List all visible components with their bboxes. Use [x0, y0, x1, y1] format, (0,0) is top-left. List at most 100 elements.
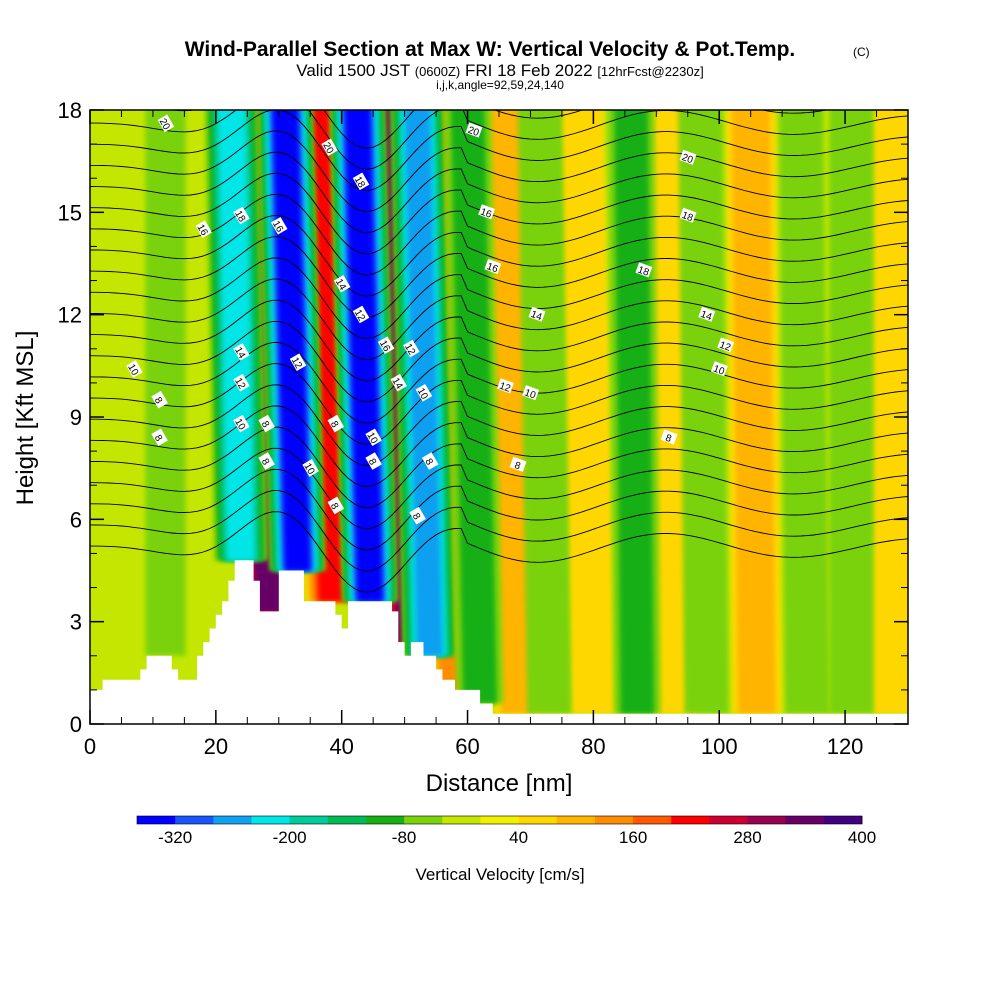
- valid-utc: (0600Z): [415, 64, 461, 79]
- theta-contour-line: [90, 110, 908, 191]
- theta-label-text: 12: [232, 376, 247, 392]
- theta-label-text: 8: [410, 511, 423, 522]
- theta-contour-label: 16: [194, 220, 212, 239]
- theta-label-text: 12: [718, 340, 733, 354]
- colorbar-swatch: [747, 816, 787, 824]
- theta-contours: [90, 110, 908, 593]
- theta-label-bg: [465, 122, 483, 138]
- theta-label-text: 10: [125, 362, 140, 378]
- theta-label-bg: [679, 207, 697, 223]
- colorbar-swatch: [480, 816, 519, 824]
- theta-contour-label: 12: [497, 378, 514, 395]
- theta-contour-line: [90, 278, 908, 361]
- theta-label-bg: [377, 336, 395, 354]
- theta-label-bg: [352, 172, 370, 191]
- theta-label-text: 18: [352, 175, 367, 191]
- theta-label-text: 10: [523, 387, 538, 401]
- colorbar-swatch: [442, 816, 481, 824]
- theta-contour-line: [90, 320, 908, 403]
- y-tick-label: 0: [70, 712, 82, 737]
- x-tick-label: 20: [204, 734, 228, 759]
- theta-label-bg: [333, 274, 351, 293]
- theta-label-text: 10: [232, 417, 247, 433]
- theta-label-bg: [233, 343, 250, 361]
- theta-label-bg: [151, 390, 168, 409]
- theta-contour-label: 20: [465, 122, 483, 139]
- theta-label-text: 10: [415, 386, 430, 402]
- theta-label-bg: [258, 414, 275, 433]
- colorbar-swatch: [175, 816, 214, 824]
- theta-label-bg: [258, 452, 275, 470]
- theta-contour-line: [90, 468, 908, 551]
- theta-label-text: 10: [364, 431, 379, 447]
- theta-label-bg: [698, 306, 716, 322]
- updraft-band-8: [873, 110, 908, 714]
- theta-label-bg: [157, 114, 175, 133]
- theta-label-bg: [365, 428, 382, 447]
- theta-contour-label: 12: [402, 339, 420, 357]
- colorbar-tick-label: 40: [509, 828, 528, 847]
- theta-label-text: 20: [466, 125, 481, 139]
- valid-time-line: Valid 1500 JST (0600Z) FRI 18 Feb 2022 […: [296, 61, 703, 80]
- theta-contour-label: 16: [484, 258, 502, 276]
- x-tick-label: 60: [455, 734, 479, 759]
- theta-contour-label: 16: [270, 216, 288, 235]
- theta-contour-label: 12: [352, 305, 370, 324]
- x-tick-label: 120: [827, 734, 864, 759]
- theta-contour-label: 18: [352, 172, 370, 191]
- theta-contour-line: [90, 511, 908, 593]
- colorbar-tick-label: 400: [848, 828, 876, 847]
- theta-label-text: 8: [152, 395, 165, 406]
- x-tick-label: 80: [581, 734, 605, 759]
- theta-label-text: 8: [328, 501, 341, 512]
- theta-contour-label: 12: [289, 353, 307, 372]
- theta-contour-label: 16: [377, 336, 395, 355]
- colorbar-swatch: [251, 816, 291, 824]
- colorbar-tick-label: -80: [392, 828, 417, 847]
- theta-label-text: 16: [270, 219, 285, 235]
- colorbar-tick-label: -320: [158, 828, 192, 847]
- theta-contour-label: 10: [125, 360, 143, 378]
- y-tick-label: 15: [58, 200, 82, 225]
- theta-label-text: 12: [352, 308, 367, 324]
- theta-contour-label: 8: [327, 414, 345, 433]
- theta-label-bg: [151, 428, 168, 447]
- terrain-profile: [90, 560, 908, 724]
- colorbar-swatch: [594, 816, 634, 824]
- theta-label-text: 14: [529, 309, 544, 323]
- colorbar: -320 -200 -80 40 160 280 400: [136, 815, 876, 847]
- theta-label-text: 16: [377, 339, 392, 355]
- theta-label-text: 20: [320, 141, 335, 157]
- theta-label-text: 18: [636, 265, 651, 279]
- y-tick-label: 12: [58, 303, 82, 328]
- colorbar-swatch: [518, 816, 558, 824]
- theta-contour-label: 10: [415, 384, 433, 402]
- theta-contour-line: [90, 215, 908, 297]
- theta-contour-label: 10: [710, 361, 728, 378]
- theta-contour-label: 12: [232, 373, 250, 392]
- valid-prefix: Valid 1500 JST: [296, 61, 410, 80]
- theta-contour-label: 8: [509, 456, 527, 472]
- theta-label-text: 12: [289, 356, 304, 372]
- theta-label-bg: [321, 138, 338, 157]
- theta-contour-label: 8: [258, 414, 275, 433]
- theta-contour-label: 10: [364, 428, 382, 447]
- theta-contour-label: 14: [232, 343, 250, 361]
- theta-contour-label: 10: [301, 459, 319, 477]
- theta-label-text: 10: [712, 364, 727, 378]
- theta-label-bg: [302, 459, 319, 477]
- theta-contour-line: [90, 299, 908, 382]
- theta-contour-label: 8: [151, 428, 168, 447]
- theta-label-text: 16: [485, 261, 500, 275]
- theta-contour-label: 8: [365, 452, 382, 470]
- y-axis-label: Height [Kft MSL]: [12, 331, 39, 506]
- theta-contour-label: 8: [409, 506, 426, 525]
- theta-contour-line: [90, 172, 908, 255]
- theta-label-bg: [710, 361, 728, 377]
- theta-label-bg: [478, 204, 496, 220]
- colorbar-frame: [136, 815, 863, 825]
- theta-label-text: 16: [194, 223, 209, 239]
- colorbar-tick-label: 280: [733, 828, 761, 847]
- theta-label-text: 8: [664, 433, 673, 445]
- theta-contour-label: 14: [333, 274, 351, 293]
